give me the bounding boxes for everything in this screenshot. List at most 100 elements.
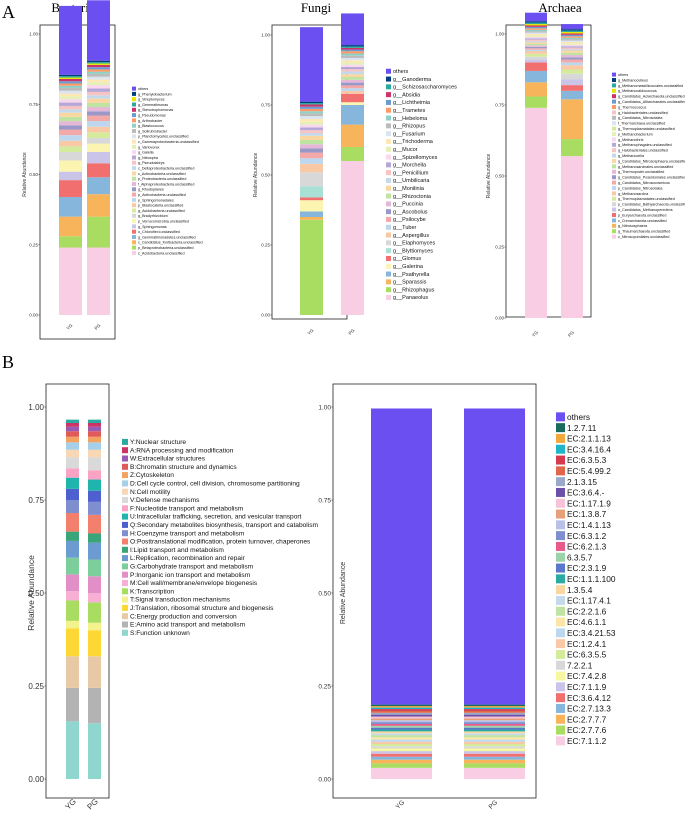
bacteria-bar-segment <box>87 247 110 315</box>
ec-legend-swatch <box>556 552 565 562</box>
archaea-legend-label: g_Thermococcus <box>618 105 646 109</box>
cog-legend-swatch <box>122 530 128 537</box>
panel-b-label: B <box>2 352 14 372</box>
fungi-chart: Fungi 0.00 0.25 0.50 0.75 1.00 Relative Abunda… <box>253 0 457 336</box>
archaea-bar-segment <box>561 65 583 70</box>
cog-xtick-label: YG <box>63 797 78 812</box>
cog-bar-segment <box>88 501 101 515</box>
bacteria-bar-segment <box>59 83 82 86</box>
cog-bar-segment <box>88 470 101 480</box>
bacteria-bar-segment <box>59 116 82 122</box>
bacteria-bar-segment <box>87 88 110 92</box>
cog-bar-segment <box>66 513 79 532</box>
archaea-legend-swatch <box>612 72 616 77</box>
bacteria-bar-segment <box>59 180 82 197</box>
fungi-bar-segment <box>341 71 364 75</box>
fungi-bar-segment <box>341 105 364 125</box>
fungi-legend-swatch <box>386 131 391 137</box>
fungi-bar-segment <box>300 140 323 145</box>
archaea-legend-label: g_Methanomassiliicoccales.unclassified <box>618 84 683 88</box>
bacteria-ytick-label: 0.50 <box>29 172 38 177</box>
fungi-bar-segment <box>341 46 364 48</box>
cog-bar-segment <box>88 457 101 471</box>
fungi-ytick-label: 0.75 <box>261 103 270 108</box>
cog-legend-label: G:Carbohydrate transport and metabolism <box>130 564 254 571</box>
ec-legend-swatch <box>556 617 565 627</box>
fungi-legend-label: g__Ganoderma <box>393 77 432 83</box>
archaea-legend-label: g_Methanosarcina <box>618 192 649 196</box>
archaea-legend-label: f_Thermarchaea.unclassified <box>618 122 665 126</box>
ec-legend-label: EC:6.2.1.3 <box>567 542 607 552</box>
bacteria-bar-segment <box>87 91 110 96</box>
cog-bar-segment <box>88 419 101 423</box>
ec-bar-segment <box>464 727 525 730</box>
ec-legend-swatch <box>556 487 565 497</box>
fungi-legend-label: g__Fusarium <box>393 131 426 137</box>
ec-legend-swatch <box>556 606 565 616</box>
ec-legend-label: 1.3.5.4 <box>567 585 593 595</box>
cog-legend-label: F:Nucleotide transport and metabolism <box>130 505 244 512</box>
fungi-legend-label: g__Galerina <box>393 264 424 270</box>
ec-bar-segment <box>464 759 525 764</box>
fungi-legend-swatch <box>386 99 391 105</box>
cog-legend-label: E:Amino acid transport and metabolism <box>130 622 246 629</box>
archaea-bar-segment <box>561 46 583 48</box>
archaea-bar-segment <box>561 34 583 37</box>
ec-bar-segment <box>371 759 432 764</box>
ec-legend-swatch <box>556 649 565 659</box>
archaea-bar-segment <box>525 48 547 50</box>
ec-legend-label: others <box>567 412 590 422</box>
archaea-bar-segment <box>561 44 583 47</box>
cog-xtick-label: PG <box>85 797 100 812</box>
fungi-bar-segment <box>341 57 364 61</box>
ec-legend-swatch <box>556 736 565 746</box>
ec-bar-segment <box>464 737 525 740</box>
cog-bar-segment <box>88 656 101 688</box>
bacteria-legend-swatch <box>132 166 136 171</box>
bacteria-legend-swatch <box>132 182 136 186</box>
ec-legend-label: EC:7.1.1.2 <box>567 736 607 746</box>
fungi-legend-swatch <box>386 201 391 207</box>
bacteria-bar-segment <box>87 62 110 64</box>
ec-bar-segment <box>371 763 432 768</box>
cog-legend-label: B:Chromatin structure and dynamics <box>130 464 237 471</box>
ec-bar-segment <box>371 707 432 710</box>
ec-legend-swatch <box>556 444 565 454</box>
fungi-legend-swatch <box>386 138 391 144</box>
ec-legend-swatch <box>556 433 565 443</box>
cog-legend-label: K:Transcription <box>130 588 174 595</box>
archaea-legend-label: g_Nitrososphaera <box>618 224 648 228</box>
ec-legend-swatch <box>556 509 565 519</box>
bacteria-bar-segment <box>87 126 110 133</box>
cog-legend-label: T:Signal transduction mechanisms <box>130 597 231 604</box>
fungi-ytick-label: 0.25 <box>261 243 270 248</box>
bacteria-legend-swatch <box>132 86 136 91</box>
fungi-bar-segment <box>341 93 364 103</box>
bacteria-bar-segment <box>87 60 110 63</box>
cog-bar-segment <box>88 593 101 603</box>
archaea-bar-segment <box>525 22 547 25</box>
fungi-bar-segment <box>300 119 323 122</box>
bacteria-legend-label: c_Actinobacteria.unclassified <box>138 172 186 176</box>
cog-legend-swatch <box>122 580 128 586</box>
archaea-bar-segment <box>525 29 547 32</box>
cog-legend-label: H:Coenzyme transport and metabolism <box>130 530 245 537</box>
cog-bar-segment <box>88 687 101 724</box>
cog-bar-segment <box>66 431 79 437</box>
archaea-legend-label: g_Thaumarchaeota.unclassified <box>618 230 670 234</box>
bacteria-legend-swatch <box>132 187 136 192</box>
bacteria-bar-segment <box>59 160 82 172</box>
ec-legend-label: 2.1.3.15 <box>567 477 597 487</box>
bacteria-bar-segment <box>59 77 82 79</box>
bacteria-bar-segment <box>87 73 110 77</box>
archaea-bar-segment <box>525 59 547 63</box>
ec-legend-label: 6.3.5.7 <box>567 552 593 562</box>
archaea-bar-segment <box>525 51 547 54</box>
ec-legend-label: EC:6.3.5.3 <box>567 455 607 465</box>
fungi-bar-segment <box>341 55 364 58</box>
ec-legend-swatch <box>556 595 565 605</box>
fungi-title: Fungi <box>301 0 332 15</box>
fungi-legend-label: g__Ascobolus <box>393 209 428 215</box>
ec-legend-swatch <box>556 682 565 692</box>
bacteria-bar-segment <box>59 78 82 82</box>
